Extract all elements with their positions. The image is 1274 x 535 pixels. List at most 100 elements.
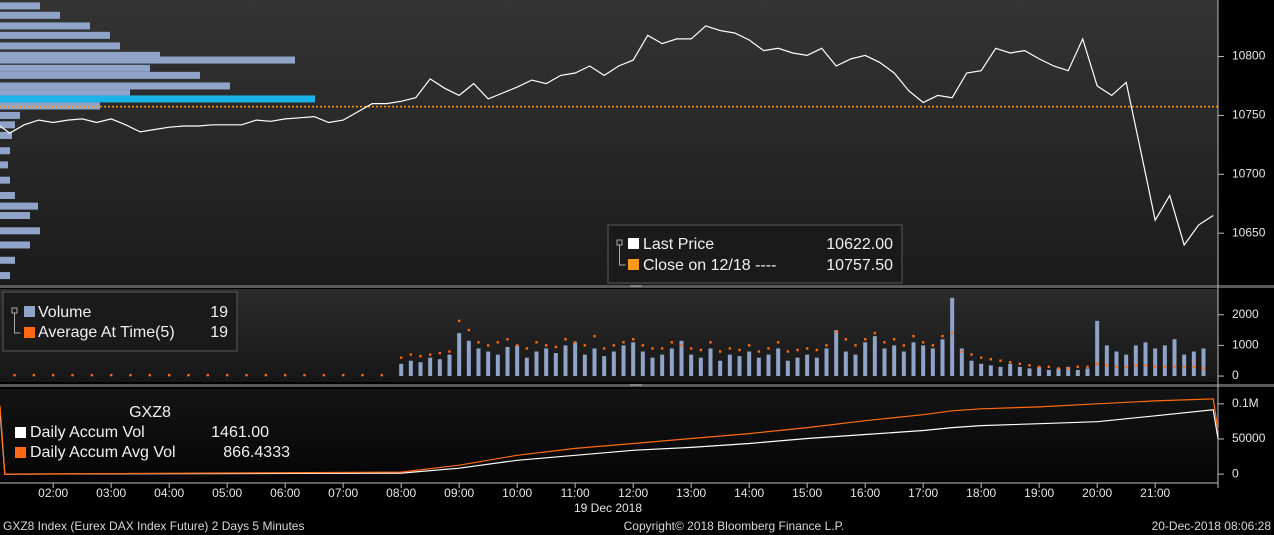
volume-bar xyxy=(1172,339,1177,377)
avg-dot xyxy=(477,341,480,344)
volume-bar xyxy=(689,354,694,377)
avg-dot xyxy=(660,347,664,350)
legend-connector xyxy=(616,239,626,266)
volume-bar xyxy=(447,354,452,377)
avg-dot xyxy=(950,331,954,335)
avg-dot xyxy=(999,359,1002,362)
x-tick-label: 13:00 xyxy=(676,486,706,500)
avg-dot xyxy=(1115,365,1118,369)
footer-center: Copyright© 2018 Bloomberg Finance L.P. xyxy=(624,519,845,533)
volume-bar xyxy=(708,348,713,377)
footer-right: 20-Dec-2018 08:06:28 xyxy=(1152,519,1272,533)
avg-dot xyxy=(747,344,751,347)
volume-bar xyxy=(476,348,481,377)
legend-label: Average At Time(5) xyxy=(38,324,175,341)
avg-dot xyxy=(322,373,326,377)
volume-bar xyxy=(795,357,800,377)
legend-box xyxy=(607,224,903,284)
avg-dot xyxy=(1192,365,1196,369)
volume-bar xyxy=(1153,348,1158,377)
profile-bar xyxy=(0,161,8,169)
volume-bar xyxy=(998,366,1003,377)
volume-bar xyxy=(1133,345,1138,377)
volume-bar xyxy=(534,351,539,377)
legend-swatch xyxy=(628,259,639,270)
volume-bar xyxy=(515,345,520,377)
avg-dot xyxy=(960,350,964,353)
volume-bar xyxy=(1027,368,1032,377)
panel-title: GXZ8 xyxy=(129,404,171,421)
legend-swatch xyxy=(15,427,26,438)
profile-bar xyxy=(0,95,315,103)
x-tick-label: 20:00 xyxy=(1082,486,1112,500)
avg-dot xyxy=(109,373,113,377)
x-tick-label: 05:00 xyxy=(212,486,242,500)
avg-dot xyxy=(341,373,345,377)
volume-bar xyxy=(882,348,887,377)
volume-bar xyxy=(408,360,413,377)
y-tick-label: 50000 xyxy=(1232,431,1266,445)
profile-bar xyxy=(0,272,10,280)
legend-value: 19 xyxy=(210,304,228,321)
volume-bar xyxy=(853,354,858,377)
volume-bar xyxy=(669,348,674,377)
avg-dot xyxy=(399,356,403,359)
avg-dot xyxy=(148,373,152,377)
volume-bar xyxy=(1104,345,1109,377)
avg-dot xyxy=(738,348,741,352)
avg-dot xyxy=(428,353,432,356)
volume-bar xyxy=(457,333,462,377)
volume-bar xyxy=(524,357,529,377)
avg-dot xyxy=(564,338,567,341)
volume-bar xyxy=(466,340,471,377)
avg-dot xyxy=(467,328,471,332)
profile-bar xyxy=(0,82,230,90)
avg-dot xyxy=(805,347,809,350)
avg-dot xyxy=(622,341,625,344)
avg-dot xyxy=(931,344,935,347)
avg-dot xyxy=(264,373,268,377)
volume-bar xyxy=(660,354,665,377)
avg-dot xyxy=(593,334,596,338)
x-tick-label: 15:00 xyxy=(792,486,822,500)
avg-dot xyxy=(825,344,828,347)
y-tick-label: 0 xyxy=(1232,368,1239,382)
avg-dot xyxy=(921,341,925,344)
legend-value: 10622.00 xyxy=(826,236,893,253)
volume-bar xyxy=(1008,363,1013,377)
y-tick-label: 0.1M xyxy=(1232,396,1259,410)
volume-bar xyxy=(950,297,955,377)
x-tick-label: 06:00 xyxy=(270,486,300,500)
volume-bar xyxy=(1085,368,1090,377)
volume-bar xyxy=(1017,366,1022,377)
avg-dot xyxy=(1018,362,1022,365)
footer-left: GXZ8 Index (Eurex DAX Index Future) 2 Da… xyxy=(3,519,304,533)
volume-bar xyxy=(1182,354,1187,377)
legend-connector xyxy=(11,307,21,334)
avg-dot xyxy=(1163,365,1167,369)
x-tick-label: 18:00 xyxy=(966,486,996,500)
avg-dot xyxy=(486,344,490,347)
volume-bar xyxy=(573,342,578,377)
x-tick-label: 21:00 xyxy=(1140,486,1170,500)
volume-bar xyxy=(959,348,964,377)
avg-dot xyxy=(419,354,422,358)
volume-bar xyxy=(1191,351,1196,377)
volume-bar xyxy=(505,346,510,377)
volume-bar xyxy=(843,351,848,377)
avg-dot xyxy=(718,350,722,353)
avg-dot xyxy=(506,338,509,341)
avg-dot xyxy=(438,351,442,355)
avg-dot xyxy=(167,373,171,377)
avg-dot xyxy=(13,373,16,377)
avg-dot xyxy=(989,357,993,361)
avg-dot xyxy=(970,353,973,356)
profile-bar xyxy=(0,31,110,39)
legend-swatch xyxy=(15,447,26,458)
avg-dot xyxy=(757,350,761,353)
volume-bar xyxy=(631,342,636,377)
profile-bar xyxy=(0,147,10,155)
x-tick-label: 10:00 xyxy=(502,486,532,500)
avg-dot xyxy=(728,347,732,350)
